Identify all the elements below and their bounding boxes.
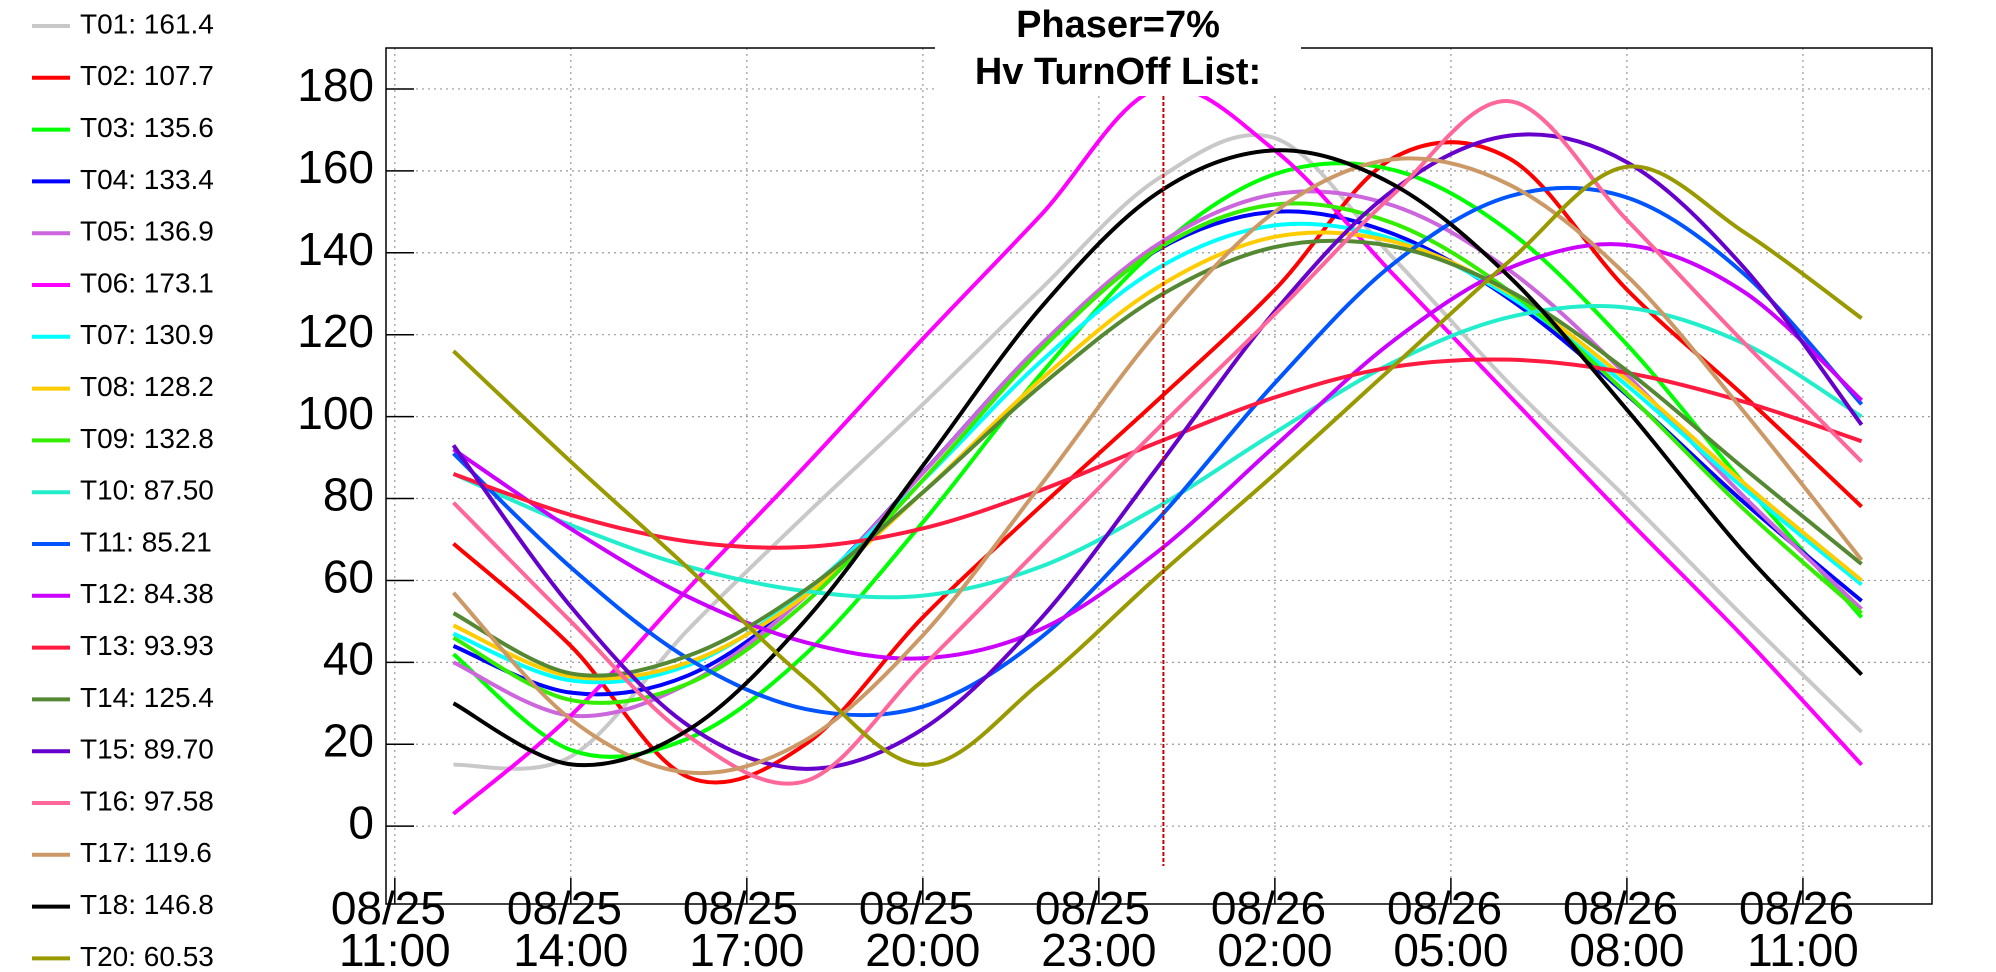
series-line [452,185,1864,718]
x-tick-label: 08/26 08:00 [1563,882,1691,972]
series-line [452,164,1863,767]
x-tick-label: 08/26 11:00 [1739,882,1867,972]
legend-label: T14: 125.4 [80,682,214,713]
x-tick-label: 08/26 05:00 [1387,882,1515,972]
x-tick-label: 08/25 20:00 [859,882,987,972]
legend-label: T10: 87.50 [80,475,214,506]
legend: T01: 161.4 T02: 107.7 T03: 135.6 T04: 133.4… [32,8,214,972]
legend-label: T03: 135.6 [80,112,214,143]
legend-label: T09: 132.8 [80,423,214,454]
legend-label: T05: 136.9 [80,216,214,247]
legend-label: T11: 85.21 [80,526,212,557]
legend-label: T16: 97.58 [80,785,214,816]
legend-label: T08: 128.2 [80,371,214,402]
legend-label: T06: 173.1 [80,267,214,298]
y-tick-label: 40 [323,633,374,685]
y-tick-label: 60 [323,551,374,603]
title-box [935,4,1301,96]
plot-lines [451,48,1864,866]
y-tick-label: 120 [297,305,374,357]
y-tick-label: 140 [297,223,374,275]
legend-label: T18: 146.8 [80,889,214,920]
legend-label: T13: 93.93 [80,630,214,661]
chart-subtitle: Hv TurnOff List: [975,51,1261,93]
legend-label: T15: 89.70 [80,734,214,765]
series-line [452,140,1863,785]
axes: 0 20 40 60 80 100 120 140 160 180 08/25 11:00 08/25… [297,59,1867,972]
y-tick-label: 160 [297,141,374,193]
legend-label: T07: 130.9 [80,319,214,350]
x-tick-label: 08/26 02:00 [1211,882,1339,972]
y-tick-label: 100 [297,387,374,439]
y-tick-label: 0 [348,796,374,848]
y-tick-label: 80 [323,469,374,521]
series-line [452,99,1864,786]
series-line [452,156,1864,776]
legend-label: T04: 133.4 [80,164,214,195]
series-line [452,148,1864,768]
chart-title: Phaser=7% [1016,4,1220,46]
y-tick-label: 20 [323,714,374,766]
series-line [452,242,1863,661]
series-line [452,238,1863,678]
x-tick-label: 08/25 14:00 [507,882,635,972]
legend-label: T20: 60.53 [80,941,214,972]
series-line [452,230,1863,681]
legend-label: T01: 161.4 [80,8,214,39]
x-tick-label: 08/25 11:00 [331,882,459,972]
legend-label: T17: 119.6 [80,837,212,868]
x-tick-label: 08/25 17:00 [683,882,811,972]
y-tick-label: 180 [297,59,374,111]
legend-label: T02: 107.7 [80,60,214,91]
legend-label: T12: 84.38 [80,578,214,609]
series-line [453,132,1863,771]
x-tick-label: 08/25 23:00 [1035,882,1163,972]
series-line [452,201,1863,705]
